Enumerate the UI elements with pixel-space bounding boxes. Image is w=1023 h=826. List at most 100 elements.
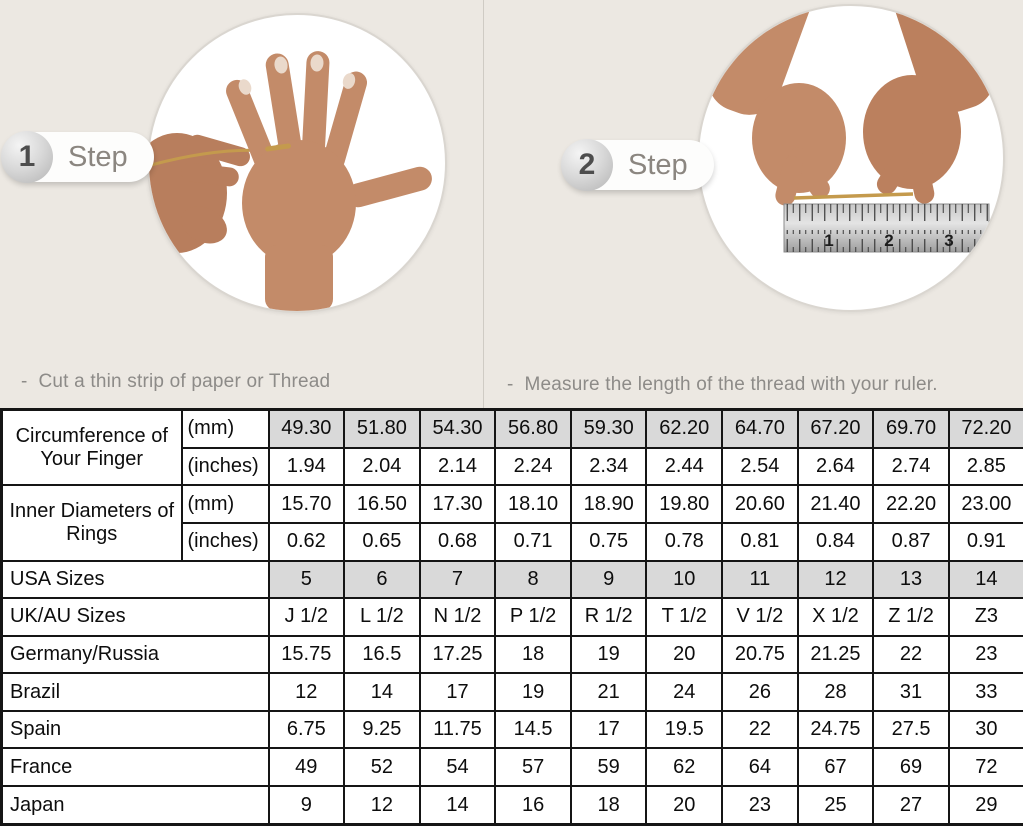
size-value-cell: 2.34 xyxy=(569,446,648,487)
unit-cell: (inches) xyxy=(180,521,270,562)
instruction-line: - Cut a thin strip of paper or Thread xyxy=(21,371,331,392)
unit-cell: (mm) xyxy=(180,408,270,449)
size-value-cell: 6 xyxy=(343,559,421,600)
size-value-cell: 28 xyxy=(796,672,875,712)
step2-label: Step xyxy=(628,148,688,181)
size-value-cell: 62.20 xyxy=(645,408,724,449)
size-value-cell: 10 xyxy=(645,559,724,600)
size-value-cell: 2.85 xyxy=(947,446,1023,487)
size-value-cell: 19 xyxy=(494,672,572,712)
size-value-cell: 69.70 xyxy=(872,408,950,449)
table-row: USA Sizes 5 6 7 8 9 10 11 12 13 14 xyxy=(0,559,1023,600)
size-value-cell: N 1/2 xyxy=(418,597,497,637)
measuring-illustration: 1 2 3 xyxy=(707,6,995,253)
size-value-cell: 0.75 xyxy=(569,521,648,562)
size-value-cell: 14.5 xyxy=(494,709,572,750)
size-value-cell: 33 xyxy=(947,672,1023,712)
ruler-number: 1 xyxy=(824,231,833,250)
step1-label: Step xyxy=(68,140,128,173)
table-row: Inner Diameters of Rings (mm) 15.70 16.50 17… xyxy=(0,484,1023,562)
size-value-cell: 17 xyxy=(569,709,648,750)
size-value-cell: 14 xyxy=(418,785,497,826)
size-value-cell: 59.30 xyxy=(569,408,648,449)
table-row: Circumference of Your Finger (mm) 49.30 51.… xyxy=(0,408,1023,487)
fingernails xyxy=(238,54,356,95)
size-value-cell: 19.5 xyxy=(645,709,724,750)
size-value-cell: 30 xyxy=(947,709,1023,750)
size-value-cell: 20 xyxy=(645,634,724,675)
size-value-cell: 20.75 xyxy=(721,634,799,675)
table-body: Circumference of Your Finger (mm) 49.30 51.… xyxy=(0,408,1023,826)
size-value-cell: 21 xyxy=(569,672,648,712)
size-value-cell: 0.68 xyxy=(418,521,497,562)
size-value-cell: 27.5 xyxy=(872,709,950,750)
ruler-number: 3 xyxy=(944,231,953,250)
size-value-cell: 5 xyxy=(267,559,346,600)
size-value-cell: 2.74 xyxy=(872,446,950,487)
size-value-cell: 24.75 xyxy=(796,709,875,750)
size-value-cell: 49.30 xyxy=(267,408,346,449)
table-row: Spain 6.75 9.25 11.75 14.5 17 19.5 22 24.75 27.5 3… xyxy=(0,709,1023,750)
size-value-cell: 20.60 xyxy=(721,484,799,524)
size-value-cell: 18.10 xyxy=(494,484,572,524)
table-row: UK/AU Sizes J 1/2 L 1/2 N 1/2 P 1/2 R 1/2 T 1/… xyxy=(0,597,1023,637)
size-value-cell: 0.78 xyxy=(645,521,724,562)
row-label: Brazil xyxy=(0,672,270,712)
row-group-label: Inner Diameters of Rings xyxy=(0,484,183,562)
size-value-cell: 11.75 xyxy=(418,709,497,750)
size-value-cell: 17 xyxy=(418,672,497,712)
size-value-cell: 12 xyxy=(796,559,875,600)
size-value-cell: J 1/2 xyxy=(267,597,346,637)
size-value-cell: 17.30 xyxy=(418,484,497,524)
row-label: Spain xyxy=(0,709,270,750)
size-value-cell: 24 xyxy=(645,672,724,712)
size-value-cell: 56.80 xyxy=(494,408,572,449)
size-value-cell: 0.87 xyxy=(872,521,950,562)
size-value-cell: 1.94 xyxy=(267,446,346,487)
size-value-cell: 18 xyxy=(569,785,648,826)
size-value-cell: 12 xyxy=(267,672,346,712)
row-label: Germany/Russia xyxy=(0,634,270,675)
size-value-cell: 0.65 xyxy=(343,521,421,562)
size-value-cell: 2.14 xyxy=(418,446,497,487)
instruction-line: - Measure the length of the thread with … xyxy=(507,374,938,395)
size-value-cell: 23 xyxy=(721,785,799,826)
size-value-cell: 13 xyxy=(872,559,950,600)
size-value-cell: 23 xyxy=(947,634,1023,675)
hand-with-thread-illustration xyxy=(149,51,432,311)
size-value-cell: 12 xyxy=(343,785,421,826)
right-hand xyxy=(863,6,995,204)
step2-badge: 2 Step xyxy=(561,138,714,191)
helper-hand xyxy=(149,133,250,253)
instructions-section: 1 2 3 1 Step 2 Step - Cut a thin strip o… xyxy=(0,0,1023,539)
size-value-cell: 67 xyxy=(796,747,875,788)
size-value-cell: 0.71 xyxy=(494,521,572,562)
row-group-label: Circumference of Your Finger xyxy=(0,408,183,487)
size-value-cell: 23.00 xyxy=(947,484,1023,524)
thread xyxy=(793,192,914,200)
ring-size-conversion-table: Circumference of Your Finger (mm) 49.30 51.… xyxy=(0,408,1023,826)
size-value-cell: 26 xyxy=(721,672,799,712)
left-hand xyxy=(707,6,846,206)
ruler-numbers: 1 2 3 xyxy=(824,231,953,250)
step1-number: 1 xyxy=(1,130,53,183)
size-value-cell: 0.84 xyxy=(796,521,875,562)
size-value-cell: 51.80 xyxy=(343,408,421,449)
table-row: Japan 9 12 14 16 18 20 23 25 27 29 xyxy=(0,785,1023,826)
size-value-cell: 0.91 xyxy=(947,521,1023,562)
row-label: USA Sizes xyxy=(0,559,270,600)
size-value-cell: R 1/2 xyxy=(569,597,648,637)
size-value-cell: 7 xyxy=(418,559,497,600)
size-value-cell: 69 xyxy=(872,747,950,788)
size-value-cell: 15.75 xyxy=(267,634,346,675)
row-label: Japan xyxy=(0,785,270,826)
unit-cell: (mm) xyxy=(180,484,270,524)
size-value-cell: 16.50 xyxy=(343,484,421,524)
size-value-cell: 2.04 xyxy=(343,446,421,487)
size-value-cell: 18 xyxy=(494,634,572,675)
size-value-cell: 20 xyxy=(645,785,724,826)
size-value-cell: Z 1/2 xyxy=(872,597,950,637)
size-value-cell: 21.40 xyxy=(796,484,875,524)
row-label: France xyxy=(0,747,270,788)
